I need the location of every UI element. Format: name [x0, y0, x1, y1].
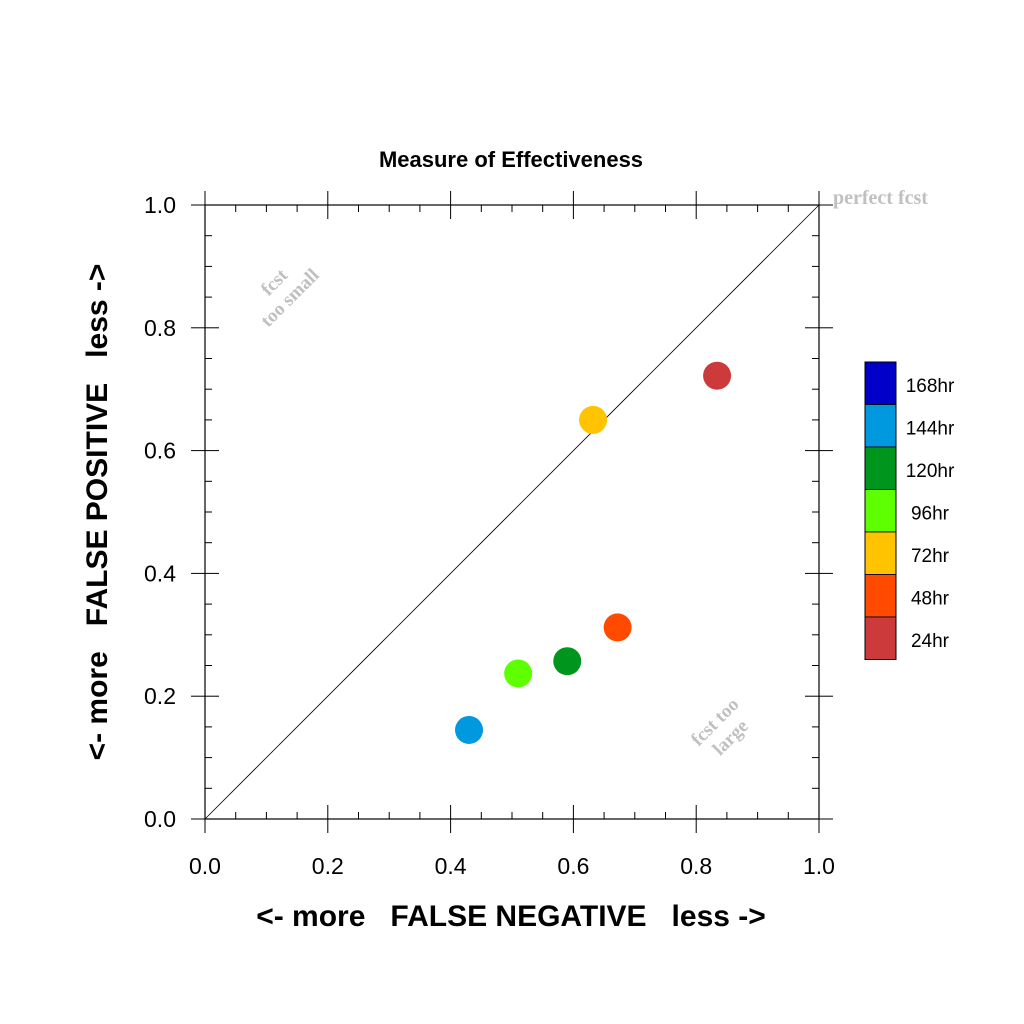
- x-tick-label: 0.2: [312, 853, 344, 879]
- y-tick-label: 0.2: [144, 683, 176, 709]
- legend-swatch-120hr: [864, 446, 897, 490]
- ticks-layer: [191, 191, 833, 833]
- y-axis-label: <- more FALSE POSITIVE less ->: [81, 264, 114, 761]
- point-144hr: [455, 715, 484, 744]
- legend-swatch-144hr: [864, 404, 897, 448]
- legend-swatch-168hr: [864, 361, 897, 405]
- x-tick-label: 0.8: [680, 853, 712, 879]
- legend-frame: [864, 361, 897, 660]
- y-tick-label: 0.6: [144, 438, 176, 464]
- perfect-fcst-annotation: perfect fcst: [833, 187, 928, 209]
- point-120hr: [553, 647, 582, 676]
- x-tick-label: 0.4: [435, 853, 467, 879]
- legend-label: 96hr: [911, 504, 950, 525]
- y-tick-label: 0.0: [144, 806, 176, 832]
- legend-label: 24hr: [911, 631, 950, 652]
- diagonal-layer: [204, 204, 820, 820]
- y-tick-label: 1.0: [144, 192, 176, 218]
- legend-label: 72hr: [911, 546, 950, 567]
- x-tick-label: 0.6: [557, 853, 589, 879]
- legend-label: 168hr: [906, 376, 955, 397]
- diagonal-line: [204, 204, 820, 820]
- point-96hr: [504, 659, 533, 688]
- point-24hr: [703, 361, 732, 390]
- legend-label: 48hr: [911, 589, 950, 610]
- plot-frame: [204, 204, 820, 820]
- x-tick-labels: 0.0 0.2 0.4 0.6 0.8 1.0: [189, 853, 835, 879]
- legend: 168hr 144hr 120hr 96hr 72hr 48hr 24hr: [864, 361, 955, 660]
- too-small-annotation: fcst too small: [257, 265, 324, 332]
- too-large-annotation: fcst too large: [687, 694, 753, 760]
- legend-label: 120hr: [906, 461, 955, 482]
- legend-swatch-48hr: [864, 574, 897, 618]
- y-tick-labels: 0.0 0.2 0.4 0.6 0.8 1.0: [144, 192, 176, 832]
- legend-swatch-24hr: [864, 616, 897, 660]
- points-layer: [455, 361, 732, 744]
- x-axis-label: <- more FALSE NEGATIVE less ->: [256, 900, 766, 933]
- x-tick-label: 0.0: [189, 853, 221, 879]
- chart-title: Measure of Effectiveness: [379, 147, 643, 172]
- legend-label: 144hr: [906, 419, 955, 440]
- point-72hr: [579, 405, 608, 434]
- legend-swatch-72hr: [864, 531, 897, 575]
- legend-swatch-96hr: [864, 489, 897, 533]
- x-tick-label: 1.0: [803, 853, 835, 879]
- y-tick-label: 0.8: [144, 315, 176, 341]
- y-tick-label: 0.4: [144, 560, 176, 586]
- point-48hr: [603, 613, 632, 642]
